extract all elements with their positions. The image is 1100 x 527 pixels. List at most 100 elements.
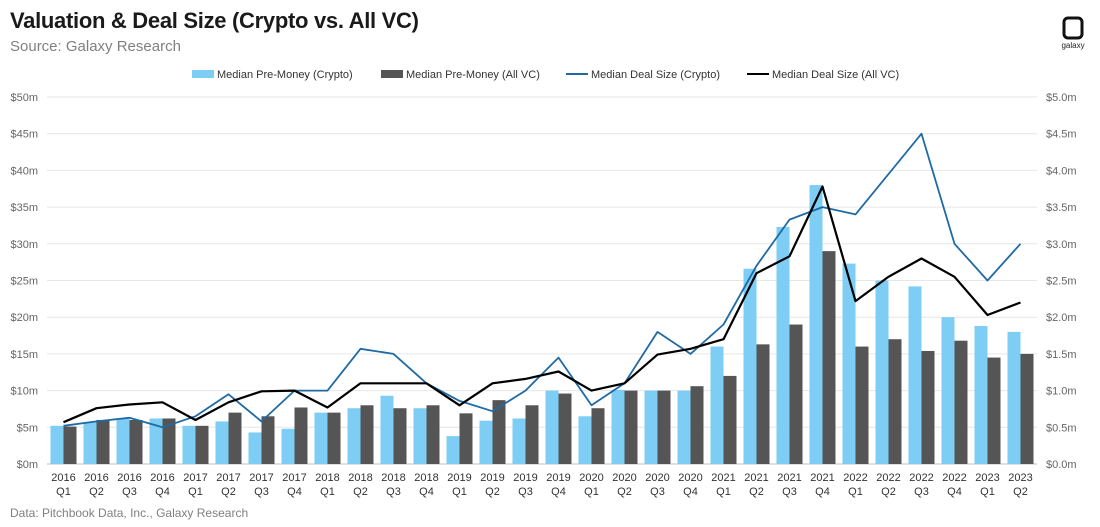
x-tick-label-quarter: Q3 bbox=[386, 486, 401, 498]
bar-pre-money-crypto bbox=[380, 395, 394, 464]
chart-subtitle: Source: Galaxy Research bbox=[10, 38, 181, 55]
bar-pre-money-crypto bbox=[908, 286, 922, 464]
bar-pre-money-crypto bbox=[50, 425, 64, 464]
bar-pre-money-crypto bbox=[149, 418, 163, 464]
bar-pre-money-all-vc bbox=[492, 400, 506, 464]
x-tick-label-year: 2023 bbox=[975, 472, 999, 484]
bar-pre-money-all-vc bbox=[96, 419, 110, 464]
left-axis-tick-label: $0m bbox=[17, 459, 38, 471]
left-axis-tick-label: $35m bbox=[10, 202, 38, 214]
x-tick-label-year: 2018 bbox=[414, 472, 438, 484]
x-tick-label-quarter: Q2 bbox=[89, 486, 104, 498]
bar-pre-money-all-vc bbox=[1020, 353, 1034, 464]
bar-pre-money-crypto bbox=[512, 418, 526, 464]
x-tick-label-quarter: Q4 bbox=[683, 486, 698, 498]
logo-text: galaxy bbox=[1061, 41, 1085, 50]
left-axis-tick-label: $15m bbox=[10, 349, 38, 361]
bar-pre-money-crypto bbox=[446, 436, 460, 464]
bar-pre-money-all-vc bbox=[756, 344, 770, 464]
bar-pre-money-crypto bbox=[677, 390, 691, 464]
bar-pre-money-all-vc bbox=[855, 346, 869, 464]
bar-pre-money-all-vc bbox=[360, 405, 374, 464]
right-axis-tick-label: $1.0m bbox=[1046, 386, 1077, 398]
x-tick-label-quarter: Q1 bbox=[452, 486, 467, 498]
bar-pre-money-all-vc bbox=[921, 350, 935, 464]
right-axis-tick-label: $5.0m bbox=[1046, 92, 1077, 104]
bar-pre-money-all-vc bbox=[228, 412, 242, 464]
left-axis-tick-label: $10m bbox=[10, 386, 38, 398]
x-tick-label-year: 2022 bbox=[876, 472, 900, 484]
bar-pre-money-crypto bbox=[842, 263, 856, 464]
x-tick-label-year: 2019 bbox=[480, 472, 504, 484]
x-tick-label-quarter: Q2 bbox=[353, 486, 368, 498]
bar-pre-money-crypto bbox=[644, 390, 658, 464]
legend-pre-money-all-vc-swatch bbox=[381, 70, 403, 78]
x-tick-label-year: 2021 bbox=[711, 472, 735, 484]
bar-pre-money-crypto bbox=[479, 420, 493, 464]
right-axis-tick-label: $2.0m bbox=[1046, 312, 1077, 324]
x-tick-label-quarter: Q2 bbox=[749, 486, 764, 498]
bar-pre-money-crypto bbox=[116, 418, 130, 464]
x-tick-label-quarter: Q1 bbox=[320, 486, 335, 498]
right-axis-tick-label: $4.5m bbox=[1046, 129, 1077, 141]
bar-pre-money-all-vc bbox=[162, 418, 176, 464]
bar-pre-money-crypto bbox=[710, 346, 724, 464]
x-tick-label-year: 2016 bbox=[51, 472, 75, 484]
bar-pre-money-crypto bbox=[776, 226, 790, 464]
x-tick-label-year: 2016 bbox=[84, 472, 108, 484]
bar-pre-money-all-vc bbox=[525, 405, 539, 464]
x-tick-label-year: 2017 bbox=[249, 472, 273, 484]
bar-pre-money-all-vc bbox=[195, 425, 209, 464]
x-tick-label-year: 2020 bbox=[612, 472, 636, 484]
x-tick-label-quarter: Q1 bbox=[56, 486, 71, 498]
x-tick-label-quarter: Q4 bbox=[155, 486, 170, 498]
left-axis-tick-label: $45m bbox=[10, 129, 38, 141]
x-tick-label-year: 2020 bbox=[678, 472, 702, 484]
chart-title: Valuation & Deal Size (Crypto vs. All VC… bbox=[10, 8, 419, 33]
x-tick-label-year: 2018 bbox=[381, 472, 405, 484]
x-tick-label-quarter: Q3 bbox=[914, 486, 929, 498]
x-tick-label-quarter: Q4 bbox=[947, 486, 962, 498]
legend-deal-size-crypto: Median Deal Size (Crypto) bbox=[591, 69, 720, 81]
x-tick-label-year: 2018 bbox=[348, 472, 372, 484]
legend-pre-money-crypto-swatch bbox=[192, 70, 214, 78]
left-axis-tick-label: $30m bbox=[10, 239, 38, 251]
bar-pre-money-crypto bbox=[809, 185, 823, 464]
x-tick-label-quarter: Q3 bbox=[782, 486, 797, 498]
bar-pre-money-all-vc bbox=[888, 339, 902, 464]
bar-pre-money-all-vc bbox=[624, 390, 638, 464]
x-tick-label-year: 2019 bbox=[546, 472, 570, 484]
x-tick-label-year: 2022 bbox=[843, 472, 867, 484]
bar-pre-money-all-vc bbox=[987, 357, 1001, 464]
right-axis-tick-label: $2.5m bbox=[1046, 276, 1077, 288]
bar-pre-money-crypto bbox=[347, 408, 361, 464]
bar-pre-money-crypto bbox=[875, 280, 889, 464]
bar-pre-money-crypto bbox=[545, 390, 559, 464]
x-tick-label-quarter: Q1 bbox=[188, 486, 203, 498]
bar-pre-money-crypto bbox=[743, 268, 757, 464]
right-axis-tick-label: $3.0m bbox=[1046, 239, 1077, 251]
x-tick-label-quarter: Q3 bbox=[518, 486, 533, 498]
bar-pre-money-all-vc bbox=[954, 340, 968, 464]
x-tick-label-quarter: Q2 bbox=[485, 486, 500, 498]
bar-pre-money-all-vc bbox=[723, 375, 737, 464]
bar-pre-money-all-vc bbox=[393, 408, 407, 464]
x-tick-label-year: 2017 bbox=[282, 472, 306, 484]
bar-pre-money-crypto bbox=[215, 421, 229, 464]
bar-pre-money-crypto bbox=[182, 425, 196, 464]
left-axis-tick-label: $5m bbox=[17, 422, 38, 434]
bar-pre-money-all-vc bbox=[129, 419, 143, 464]
x-tick-label-year: 2022 bbox=[942, 472, 966, 484]
x-tick-label-year: 2023 bbox=[1008, 472, 1032, 484]
x-tick-label-year: 2017 bbox=[183, 472, 207, 484]
x-tick-label-quarter: Q4 bbox=[815, 486, 830, 498]
bar-pre-money-all-vc bbox=[294, 407, 308, 464]
right-axis-tick-label: $4.0m bbox=[1046, 165, 1077, 177]
x-tick-label-quarter: Q4 bbox=[419, 486, 434, 498]
bar-pre-money-all-vc bbox=[690, 386, 704, 464]
x-tick-label-quarter: Q3 bbox=[254, 486, 269, 498]
x-tick-label-year: 2017 bbox=[216, 472, 240, 484]
bar-pre-money-crypto bbox=[974, 326, 988, 464]
bar-pre-money-all-vc bbox=[591, 408, 605, 464]
x-tick-label-year: 2021 bbox=[744, 472, 768, 484]
